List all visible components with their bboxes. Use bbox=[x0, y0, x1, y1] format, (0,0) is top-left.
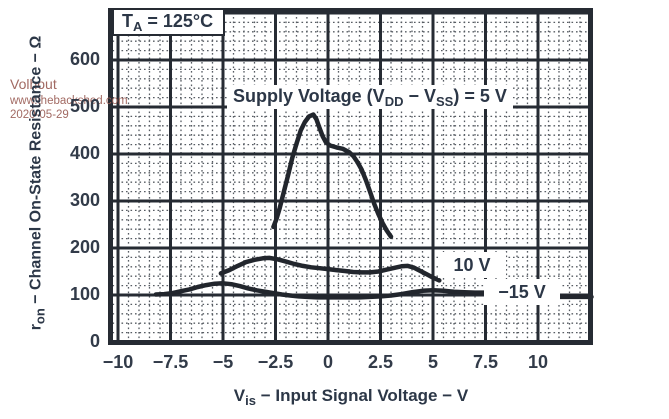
y-tick-label: 400 bbox=[69, 143, 100, 163]
curve-label-10v: 10 V bbox=[438, 252, 506, 278]
supply-annotation-sub-dd: DD bbox=[384, 94, 404, 109]
y-axis-title-text: − Channel On-State Resistance − Ω bbox=[27, 35, 45, 309]
x-tick-label: 5 bbox=[427, 352, 439, 372]
x-tick-label: 0 bbox=[322, 352, 334, 372]
x-axis-title: Vis − Input Signal Voltage − V bbox=[108, 386, 594, 408]
y-axis-title: ron − Channel On-State Resistance − Ω bbox=[27, 11, 48, 356]
y-tick-label: 200 bbox=[69, 237, 100, 257]
watermark-url: www.thebackshed.com bbox=[10, 94, 128, 107]
supply-annotation-mid: − V bbox=[403, 86, 436, 106]
plot-frame bbox=[108, 8, 593, 345]
x-tick-label: 7.5 bbox=[472, 352, 499, 372]
curve-10v bbox=[218, 255, 442, 283]
supply-annotation-pre: Supply Voltage (V bbox=[233, 86, 385, 106]
temperature-value: = 125°C bbox=[142, 11, 214, 31]
x-tick-label: −5 bbox=[212, 352, 234, 372]
y-axis-title-symbol: r bbox=[27, 324, 45, 331]
supply-voltage-annotation: Supply Voltage (VDD − VSS) = 5 V bbox=[227, 85, 513, 109]
y-tick-label: 500 bbox=[69, 96, 100, 116]
watermark: Volhout www.thebackshed.com 2020-05-29 bbox=[10, 76, 128, 122]
y-tick-label: 600 bbox=[69, 49, 100, 69]
temperature-symbol: T bbox=[122, 11, 133, 31]
y-tick-label: 300 bbox=[69, 190, 100, 210]
supply-annotation-sub-ss: SS bbox=[436, 94, 454, 109]
x-tick-label: 10 bbox=[527, 352, 549, 372]
x-tick-label: −2.5 bbox=[257, 352, 294, 372]
curve-label-15v: −15 V bbox=[484, 279, 560, 305]
temperature-subscript: A bbox=[133, 19, 143, 34]
y-axis-title-subscript: on bbox=[32, 308, 48, 325]
y-tick-label: 0 bbox=[89, 331, 100, 351]
x-axis-title-symbol: V bbox=[233, 386, 246, 405]
x-tick-label: −7.5 bbox=[152, 352, 189, 372]
watermark-date: 2020-05-29 bbox=[10, 108, 69, 121]
x-axis-title-subscript: is bbox=[245, 393, 256, 408]
x-tick-label: 2.5 bbox=[367, 352, 394, 372]
curve-5v bbox=[271, 112, 394, 239]
supply-annotation-post: ) = 5 V bbox=[453, 86, 507, 106]
y-tick-label: 100 bbox=[69, 284, 100, 304]
x-tick-label: −10 bbox=[102, 352, 134, 372]
temperature-annotation: TA = 125°C bbox=[112, 8, 226, 36]
watermark-username: Volhout bbox=[10, 76, 57, 92]
x-axis-title-text: − Input Signal Voltage − V bbox=[255, 386, 469, 405]
